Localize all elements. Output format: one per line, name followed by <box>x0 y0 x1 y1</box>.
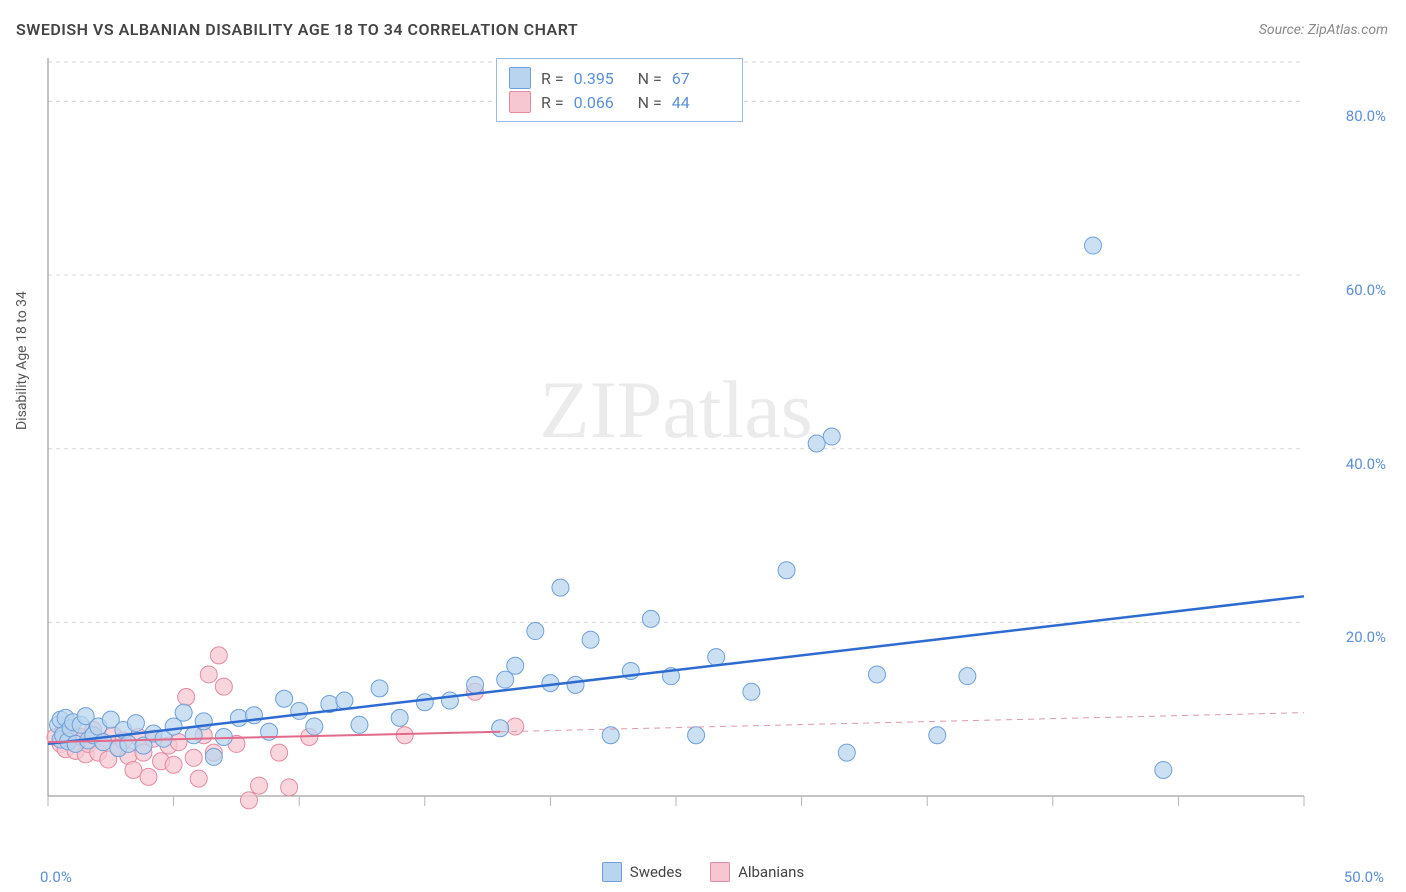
albanians-swatch <box>509 91 531 113</box>
stat-r-value: 0.066 <box>574 93 628 112</box>
y-tick-label: 20.0% <box>1346 628 1386 646</box>
stat-r-label: R = <box>541 93 564 112</box>
stat-n-label: N = <box>638 93 662 112</box>
y-axis-label: Disability Age 18 to 34 <box>14 291 30 430</box>
scatter-plot-svg <box>46 56 1306 826</box>
swedes-swatch <box>509 67 531 89</box>
legend-label: Albanians <box>738 863 804 881</box>
legend-label: Swedes <box>630 863 682 881</box>
legend: Swedes Albanians <box>0 862 1406 882</box>
chart-container: SWEDISH VS ALBANIAN DISABILITY AGE 18 TO… <box>0 0 1406 892</box>
stat-row-swedes: R = 0.395 N = 67 <box>509 67 726 89</box>
y-tick-label: 60.0% <box>1346 281 1386 299</box>
chart-title: SWEDISH VS ALBANIAN DISABILITY AGE 18 TO… <box>16 20 578 39</box>
stat-r-value: 0.395 <box>574 69 628 88</box>
stat-n-value: 44 <box>672 93 726 112</box>
stat-row-albanians: R = 0.066 N = 44 <box>509 91 726 113</box>
plot-area: ZIPatlas R =0.395N =67R =0.066N =44 <box>46 56 1306 826</box>
y-tick-label: 40.0% <box>1346 455 1386 473</box>
stat-n-value: 67 <box>672 69 726 88</box>
stat-r-label: R = <box>541 69 564 88</box>
correlation-stats-box: R = 0.395 N = 67 R = 0.066 N = 44 <box>496 58 743 122</box>
legend-item-albanians: Albanians <box>710 862 804 882</box>
albanians-swatch <box>710 862 730 882</box>
source-attribution: Source: ZipAtlas.com <box>1259 22 1388 38</box>
swedes-swatch <box>602 862 622 882</box>
legend-item-swedes: Swedes <box>602 862 682 882</box>
stat-n-label: N = <box>638 69 662 88</box>
y-tick-label: 80.0% <box>1346 107 1386 125</box>
